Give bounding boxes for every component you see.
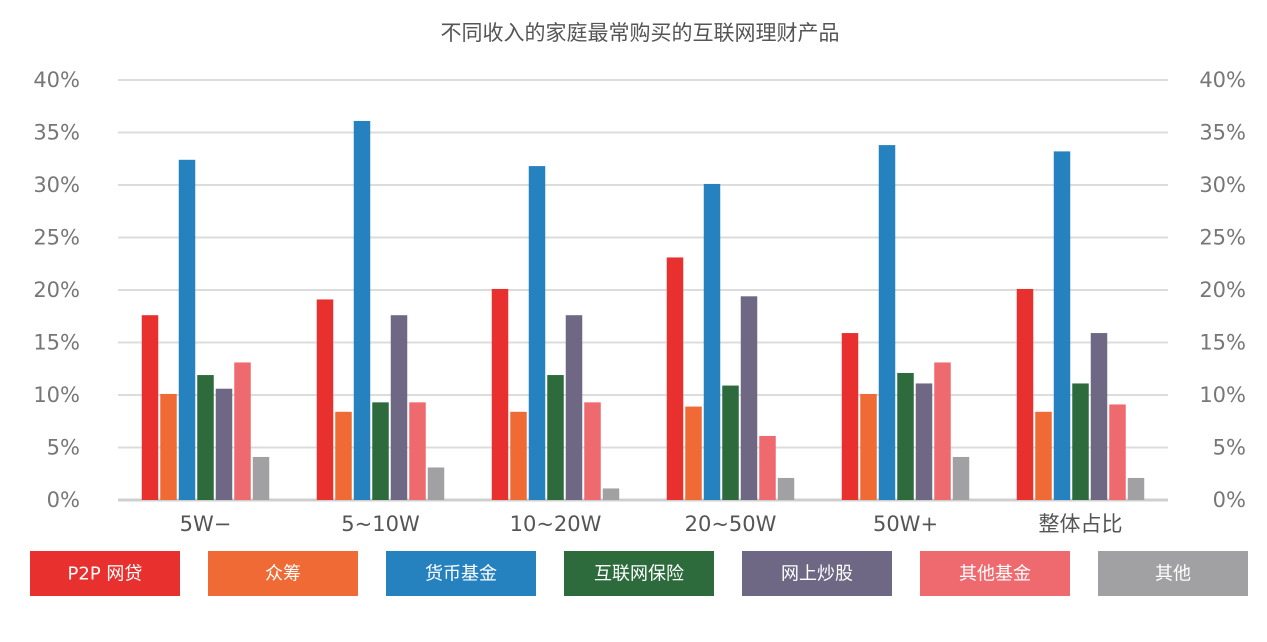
bars	[141, 120, 1145, 501]
y-tick-label-left: 5%	[47, 436, 80, 460]
bar	[197, 375, 214, 500]
x-axis-labels: 5W− 5~10W 10~20W 20~50W 50W+ 整体占比	[180, 512, 1123, 536]
bar	[547, 375, 564, 500]
y-tick-label-right: 30%	[1199, 173, 1246, 197]
y-tick-label-left: 25%	[33, 226, 80, 250]
legend-swatch	[30, 551, 180, 596]
x-tick-label: 10~20W	[510, 512, 602, 536]
legend-label: 网上炒股	[781, 564, 853, 585]
bar	[491, 288, 509, 500]
legend-label: 互联网保险	[594, 564, 684, 585]
bar	[915, 383, 933, 500]
bar	[897, 372, 914, 500]
legend-swatch	[208, 551, 358, 596]
left-y-axis: 0% 5% 10% 15% 20% 25% 30% 35% 40%	[33, 68, 80, 512]
bar	[178, 159, 196, 501]
bar	[1127, 477, 1145, 500]
y-tick-label-right: 5%	[1213, 436, 1246, 460]
bar	[234, 362, 251, 500]
legend: P2P 网贷 众筹 货币基金 互联网保险 网上炒股 其他基金 其他	[30, 551, 1248, 596]
x-tick-label: 50W+	[873, 512, 938, 536]
gridlines	[118, 79, 1168, 502]
bar	[1109, 404, 1126, 500]
y-tick-label-left: 30%	[33, 173, 80, 197]
bar	[372, 402, 389, 500]
bar	[685, 406, 702, 500]
bar	[934, 362, 951, 500]
bar	[759, 435, 776, 500]
bar	[860, 393, 877, 500]
legend-swatch	[564, 551, 714, 596]
bar	[1053, 151, 1071, 500]
bar	[528, 166, 546, 500]
legend-swatch	[742, 551, 892, 596]
bar	[777, 477, 795, 500]
bar	[841, 333, 859, 500]
legend-label: 其他	[1155, 564, 1191, 585]
bar	[252, 456, 270, 500]
y-tick-label-left: 15%	[33, 331, 80, 355]
bar	[878, 145, 896, 500]
bar	[390, 315, 408, 500]
bar	[1035, 411, 1052, 500]
x-tick-label: 5W−	[180, 512, 232, 536]
legend-label: 其他基金	[959, 564, 1031, 585]
y-tick-label-right: 0%	[1213, 488, 1246, 512]
right-y-axis: 0% 5% 10% 15% 20% 25% 30% 35% 40%	[1199, 68, 1246, 512]
y-tick-label-left: 40%	[33, 68, 80, 92]
legend-swatch	[920, 551, 1070, 596]
y-tick-label-right: 25%	[1199, 226, 1246, 250]
y-tick-label-left: 0%	[47, 488, 80, 512]
chart-title: 不同收入的家庭最常购买的互联网理财产品	[441, 21, 840, 45]
bar	[703, 183, 721, 500]
y-tick-label-left: 35%	[33, 121, 80, 145]
bar	[510, 411, 527, 500]
bar	[952, 456, 970, 500]
bar	[335, 411, 352, 500]
bar	[740, 296, 758, 500]
bar	[1072, 383, 1089, 500]
legend-label: 货币基金	[425, 564, 497, 585]
bar	[160, 393, 177, 500]
y-tick-label-right: 10%	[1199, 383, 1246, 407]
bar	[1090, 333, 1108, 500]
y-tick-label-right: 20%	[1199, 278, 1246, 302]
bar	[722, 385, 739, 500]
legend-swatch	[1098, 551, 1248, 596]
x-tick-label: 整体占比	[1039, 512, 1123, 536]
bar	[427, 467, 445, 500]
bar	[353, 120, 371, 500]
y-tick-label-right: 15%	[1199, 331, 1246, 355]
bar	[565, 315, 583, 500]
y-tick-label-right: 35%	[1199, 121, 1246, 145]
x-tick-label: 20~50W	[685, 512, 777, 536]
bar	[141, 315, 159, 500]
bar	[215, 388, 233, 500]
y-tick-label-left: 10%	[33, 383, 80, 407]
bar	[666, 257, 684, 500]
bar	[1016, 288, 1034, 500]
bar	[602, 488, 620, 500]
legend-swatch	[386, 551, 536, 596]
bar	[409, 402, 426, 500]
y-tick-label-right: 40%	[1199, 68, 1246, 92]
legend-label: P2P 网贷	[68, 564, 143, 585]
x-tick-label: 5~10W	[341, 512, 420, 536]
bar	[316, 299, 334, 500]
bar	[584, 402, 601, 500]
y-tick-label-left: 20%	[33, 278, 80, 302]
legend-label: 众筹	[265, 564, 301, 585]
